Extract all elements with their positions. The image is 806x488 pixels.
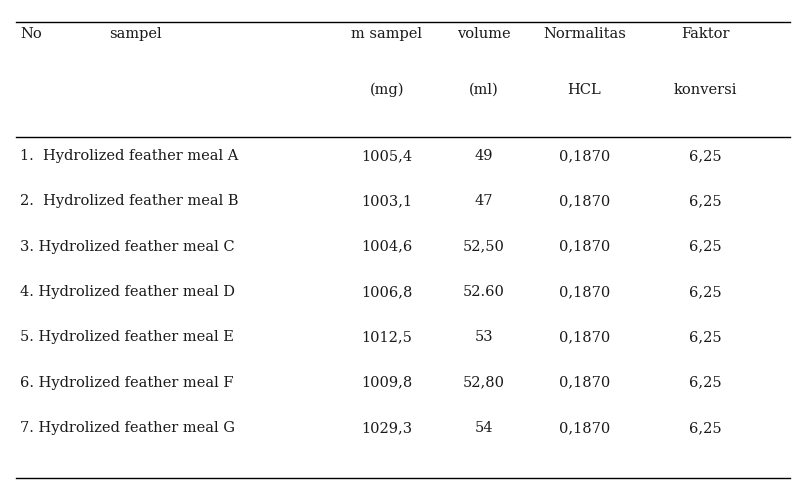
- Text: konversi: konversi: [674, 83, 737, 97]
- Text: 52.60: 52.60: [463, 285, 505, 299]
- Text: 1003,1: 1003,1: [361, 194, 413, 208]
- Text: 53: 53: [474, 330, 493, 345]
- Text: sampel: sampel: [109, 27, 161, 41]
- Text: 6,25: 6,25: [689, 194, 721, 208]
- Text: 1009,8: 1009,8: [361, 376, 413, 390]
- Text: 6,25: 6,25: [689, 240, 721, 254]
- Text: 2.  Hydrolized feather meal B: 2. Hydrolized feather meal B: [20, 194, 239, 208]
- Text: 1006,8: 1006,8: [361, 285, 413, 299]
- Text: 52,50: 52,50: [463, 240, 505, 254]
- Text: 1005,4: 1005,4: [361, 149, 413, 163]
- Text: 54: 54: [475, 421, 492, 435]
- Text: 0,1870: 0,1870: [559, 285, 610, 299]
- Text: 1.  Hydrolized feather meal A: 1. Hydrolized feather meal A: [20, 149, 239, 163]
- Text: 0,1870: 0,1870: [559, 194, 610, 208]
- Text: 52,80: 52,80: [463, 376, 505, 390]
- Text: 1004,6: 1004,6: [361, 240, 413, 254]
- Text: 49: 49: [475, 149, 492, 163]
- Text: 0,1870: 0,1870: [559, 421, 610, 435]
- Text: 6,25: 6,25: [689, 376, 721, 390]
- Text: 0,1870: 0,1870: [559, 376, 610, 390]
- Text: 6,25: 6,25: [689, 149, 721, 163]
- Text: m sampel: m sampel: [351, 27, 422, 41]
- Text: 6,25: 6,25: [689, 330, 721, 345]
- Text: 6. Hydrolized feather meal F: 6. Hydrolized feather meal F: [20, 376, 234, 390]
- Text: (mg): (mg): [370, 83, 404, 97]
- Text: 0,1870: 0,1870: [559, 240, 610, 254]
- Text: 1012,5: 1012,5: [361, 330, 413, 345]
- Text: 47: 47: [475, 194, 492, 208]
- Text: (ml): (ml): [469, 83, 498, 97]
- Text: 0,1870: 0,1870: [559, 330, 610, 345]
- Text: volume: volume: [457, 27, 510, 41]
- Text: Normalitas: Normalitas: [543, 27, 625, 41]
- Text: 6,25: 6,25: [689, 421, 721, 435]
- Text: 1029,3: 1029,3: [361, 421, 413, 435]
- Text: 3. Hydrolized feather meal C: 3. Hydrolized feather meal C: [20, 240, 235, 254]
- Text: HCL: HCL: [567, 83, 601, 97]
- Text: 4. Hydrolized feather meal D: 4. Hydrolized feather meal D: [20, 285, 235, 299]
- Text: 6,25: 6,25: [689, 285, 721, 299]
- Text: 7. Hydrolized feather meal G: 7. Hydrolized feather meal G: [20, 421, 235, 435]
- Text: Faktor: Faktor: [681, 27, 729, 41]
- Text: 0,1870: 0,1870: [559, 149, 610, 163]
- Text: No: No: [20, 27, 42, 41]
- Text: 5. Hydrolized feather meal E: 5. Hydrolized feather meal E: [20, 330, 234, 345]
